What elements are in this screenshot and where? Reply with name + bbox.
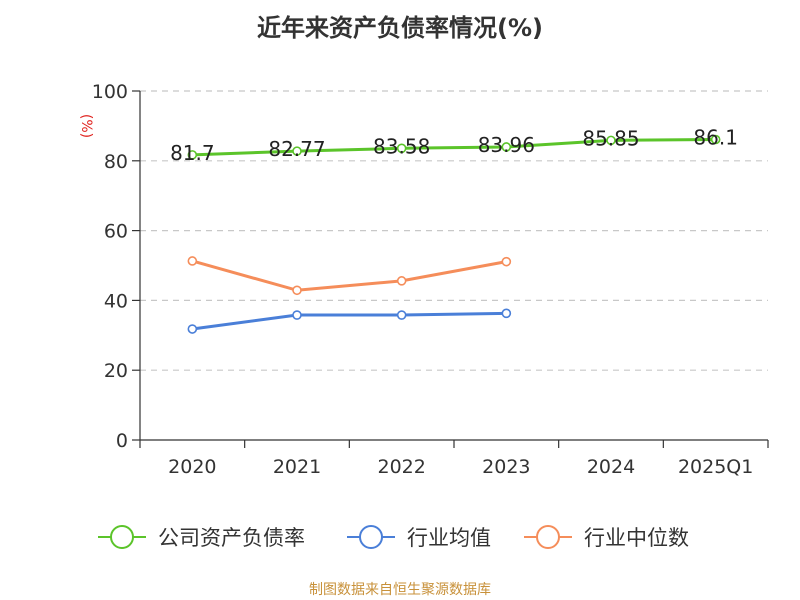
data-point: [396, 276, 407, 286]
data-point: [187, 150, 198, 160]
x-tick-label: 2020: [168, 456, 216, 478]
legend-marker: [536, 525, 560, 549]
series-line-1: [192, 311, 507, 331]
data-label: 83.96: [478, 133, 535, 157]
x-tick-label: 2022: [377, 456, 425, 478]
data-point: [292, 310, 302, 320]
data-point: [292, 285, 302, 296]
x-tick-label: 2024: [587, 456, 635, 478]
legend-marker: [110, 525, 134, 549]
series-line-2: [191, 259, 507, 292]
data-point: [292, 146, 302, 156]
data-label: 81.7: [170, 141, 215, 165]
x-tick-label: 2025Q1: [678, 456, 753, 478]
y-tick-label: 100: [92, 81, 128, 103]
data-point: [187, 324, 198, 334]
legend-label: 公司资产负债率: [158, 526, 305, 550]
y-tick-label: 20: [104, 360, 128, 382]
data-point: [501, 142, 512, 152]
chart-title: 近年来资产负债率情况(%): [257, 14, 543, 42]
y-tick-label: 60: [104, 221, 128, 243]
y-tick-label: 80: [104, 151, 128, 173]
legend-marker: [359, 525, 383, 549]
data-point: [501, 308, 512, 319]
data-source-note: 制图数据来自恒生聚源数据库: [309, 582, 491, 598]
data-point: [501, 256, 512, 267]
data-point: [187, 256, 198, 266]
data-label: 82.77: [268, 137, 325, 161]
y-axis-label: (%): [78, 114, 94, 138]
series-line-0: [192, 138, 716, 157]
legend-label: 行业均值: [407, 526, 491, 550]
data-label: 85.85: [582, 126, 639, 150]
data-label: 83.58: [373, 134, 430, 158]
x-tick-label: 2023: [482, 456, 530, 478]
y-tick-label: 0: [116, 430, 128, 452]
legend-label: 行业中位数: [584, 526, 689, 550]
data-label: 86.1: [693, 126, 738, 150]
data-point: [396, 143, 407, 154]
data-point: [710, 134, 721, 145]
data-point: [606, 135, 616, 146]
data-point: [396, 310, 407, 320]
y-tick-label: 40: [104, 290, 128, 312]
x-tick-label: 2021: [273, 456, 321, 478]
